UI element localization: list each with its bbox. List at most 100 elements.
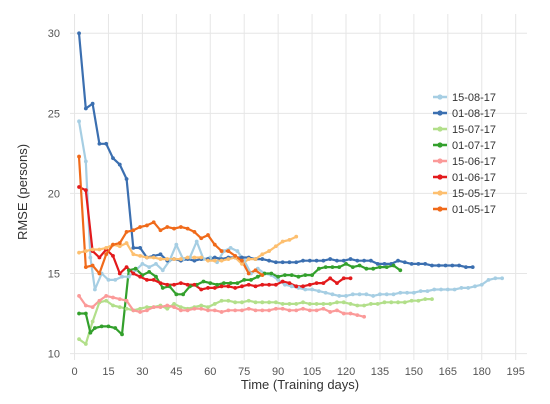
data-point-15-08-17 [364,292,369,297]
data-point-15-07-17 [341,300,346,305]
data-point-15-06-17 [199,306,204,311]
legend-swatch-marker [437,158,443,164]
data-point-15-06-17 [83,303,88,308]
data-point-15-08-17 [194,239,199,244]
data-point-15-07-17 [294,302,299,306]
data-point-01-06-17 [77,185,81,189]
data-point-15-06-17 [97,298,102,303]
data-point-15-08-17 [371,294,376,298]
data-point-15-08-17 [459,286,464,290]
data-point-15-05-17 [267,249,271,253]
data-point-15-06-17 [178,308,183,313]
data-point-01-06-17 [219,284,224,289]
data-point-15-06-17 [321,306,326,311]
data-point-01-06-17 [138,274,143,279]
data-point-15-05-17 [246,257,251,261]
data-point-01-08-17 [396,258,400,263]
x-tick-label: 15 [102,366,114,378]
data-point-15-06-17 [246,306,251,311]
legend-swatch-marker [437,126,443,132]
data-point-15-06-17 [307,308,312,313]
data-point-15-06-17 [117,297,122,302]
data-point-01-06-17 [348,276,353,281]
data-point-01-06-17 [199,287,204,292]
data-point-15-07-17 [240,300,244,305]
data-point-01-07-17 [316,266,321,271]
data-point-01-07-17 [276,274,281,279]
data-point-15-08-17 [174,242,179,247]
legend-swatch-marker [437,94,443,100]
data-point-01-08-17 [104,141,109,146]
data-point-01-05-17 [212,242,217,247]
data-point-01-08-17 [287,260,292,265]
data-point-15-08-17 [398,290,403,295]
data-point-01-07-17 [269,271,274,276]
data-point-15-07-17 [396,300,400,305]
data-point-15-05-17 [294,234,299,239]
data-point-01-06-17 [246,282,251,287]
data-point-15-08-17 [235,249,240,253]
legend-label: 01-08-17 [452,108,496,120]
x-tick-label: 120 [337,366,355,378]
data-point-15-06-17 [287,308,292,313]
data-point-01-07-17 [303,273,308,278]
data-point-01-08-17 [90,101,95,106]
data-point-01-05-17 [165,225,170,229]
data-point-15-07-17 [368,302,373,306]
data-point-15-06-17 [240,308,244,313]
data-point-01-07-17 [120,332,124,337]
data-point-01-06-17 [294,284,299,289]
data-point-15-06-17 [90,305,95,310]
data-point-15-05-17 [151,255,156,260]
data-point-01-06-17 [226,284,231,289]
data-point-01-08-17 [416,261,421,266]
x-tick-label: 0 [71,366,77,378]
data-point-15-06-17 [348,311,353,316]
x-tick-label: 30 [136,366,148,378]
data-point-01-08-17 [409,261,414,266]
legend-swatch-marker [437,174,443,180]
data-point-01-06-17 [83,188,88,193]
data-point-01-08-17 [307,258,312,263]
x-axis-title: Time (Training days) [241,377,359,392]
data-point-15-08-17 [154,261,158,266]
data-point-01-07-17 [242,278,247,282]
data-point-01-08-17 [443,263,448,268]
data-point-01-07-17 [181,292,186,297]
x-tick-label: 195 [507,366,525,378]
data-point-15-08-17 [140,261,145,266]
data-point-15-08-17 [479,282,484,287]
data-point-15-07-17 [178,305,183,310]
data-point-01-08-17 [124,177,129,181]
data-point-01-07-17 [371,266,376,271]
data-point-15-08-17 [391,292,396,297]
data-point-01-05-17 [253,268,258,273]
data-point-15-07-17 [104,298,109,303]
data-point-15-08-17 [473,284,477,289]
data-point-15-06-17 [328,310,333,314]
data-point-01-07-17 [154,274,158,279]
data-point-15-08-17 [289,284,294,289]
data-point-15-05-17 [192,255,197,260]
data-point-01-06-17 [158,281,163,286]
data-point-15-07-17 [138,306,143,311]
data-point-15-08-17 [350,292,355,297]
data-point-01-08-17 [423,261,428,266]
data-point-15-08-17 [466,286,471,290]
data-point-15-05-17 [158,257,163,261]
data-point-01-05-17 [117,241,122,245]
data-point-15-07-17 [172,302,176,306]
data-point-15-06-17 [111,295,115,300]
data-point-15-05-17 [206,258,210,263]
data-point-15-08-17 [500,276,505,281]
data-point-01-08-17 [294,260,299,265]
data-point-01-05-17 [138,225,143,229]
data-point-15-08-17 [384,292,389,297]
data-point-01-08-17 [212,255,217,260]
data-point-15-08-17 [310,287,314,292]
data-point-15-06-17 [301,306,305,311]
data-point-15-07-17 [124,306,129,311]
data-point-01-06-17 [131,271,136,276]
data-point-01-06-17 [328,276,333,281]
